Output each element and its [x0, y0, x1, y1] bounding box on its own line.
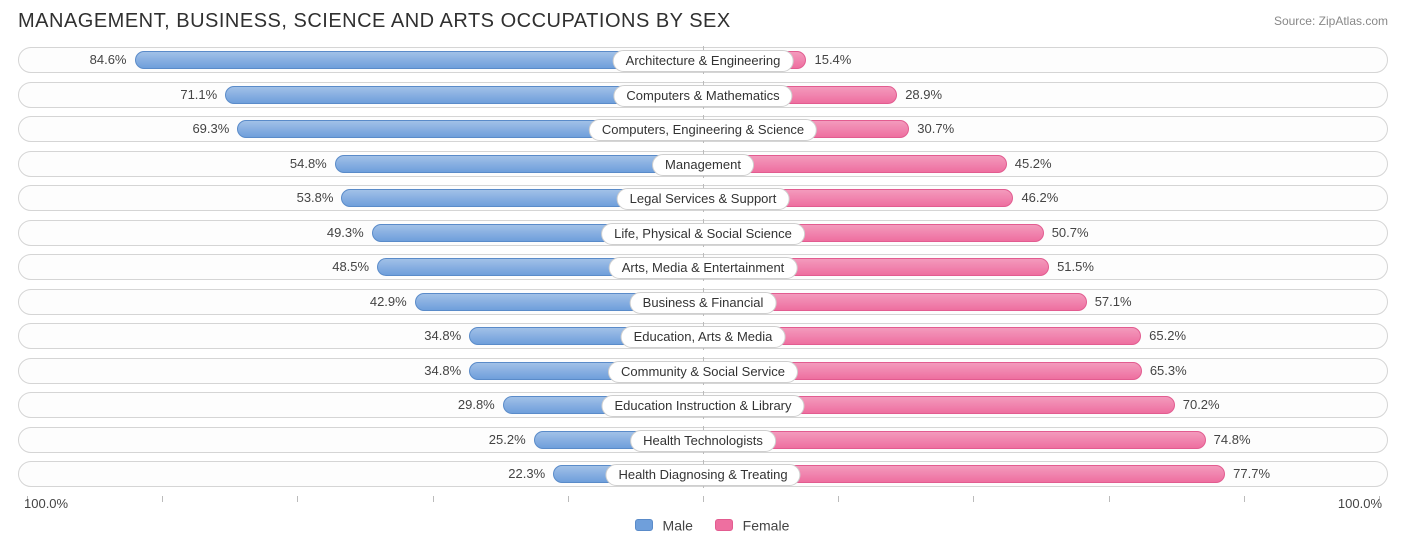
table-row: 84.6% 15.4% Architecture & Engineering [18, 47, 1388, 73]
category-label: Computers & Mathematics [613, 85, 792, 107]
axis-tick [297, 496, 298, 502]
table-row: 54.8% 45.2% Management [18, 151, 1388, 177]
axis-tick [433, 496, 434, 502]
value-female: 70.2% [1183, 396, 1220, 414]
table-row: 25.2% 74.8% Health Technologists [18, 427, 1388, 453]
category-pill: Business & Financial [630, 292, 777, 314]
value-female: 65.2% [1149, 327, 1186, 345]
bar-male [335, 155, 703, 173]
axis-tick [568, 496, 569, 502]
category-label: Community & Social Service [608, 361, 798, 383]
value-male: 84.6% [90, 51, 127, 69]
value-male: 49.3% [327, 224, 364, 242]
axis-left-label: 100.0% [24, 496, 68, 511]
value-male: 22.3% [508, 465, 545, 483]
category-label: Management [652, 154, 754, 176]
category-pill: Legal Services & Support [617, 188, 790, 210]
table-row: 69.3% 30.7% Computers, Engineering & Scien… [18, 116, 1388, 142]
value-male: 53.8% [297, 189, 334, 207]
legend-label-female: Female [743, 517, 790, 533]
legend-swatch-male [635, 519, 653, 531]
category-pill: Computers, Engineering & Science [589, 119, 817, 141]
table-row: 34.8% 65.2% Education, Arts & Media [18, 323, 1388, 349]
axis-tick [1244, 496, 1245, 502]
axis-tick [838, 496, 839, 502]
value-male: 54.8% [290, 155, 327, 173]
category-label: Education, Arts & Media [621, 326, 786, 348]
value-male: 25.2% [489, 431, 526, 449]
value-female: 74.8% [1214, 431, 1251, 449]
value-female: 65.3% [1150, 362, 1187, 380]
chart-title: MANAGEMENT, BUSINESS, SCIENCE AND ARTS O… [18, 10, 731, 33]
category-pill: Computers & Mathematics [613, 85, 792, 107]
axis-tick [703, 496, 704, 502]
rows-container: 84.6% 15.4% Architecture & Engineering 71.1… [18, 47, 1388, 487]
category-label: Health Diagnosing & Treating [605, 464, 800, 486]
value-male: 48.5% [332, 258, 369, 276]
value-female: 30.7% [917, 120, 954, 138]
value-female: 28.9% [905, 86, 942, 104]
axis-tick [1109, 496, 1110, 502]
category-label: Education Instruction & Library [601, 395, 804, 417]
category-label: Computers, Engineering & Science [589, 119, 817, 141]
category-label: Health Technologists [630, 430, 776, 452]
chart-source: Source: ZipAtlas.com [1274, 14, 1388, 28]
value-female: 51.5% [1057, 258, 1094, 276]
table-row: 71.1% 28.9% Computers & Mathematics [18, 82, 1388, 108]
table-row: 34.8% 65.3% Community & Social Service [18, 358, 1388, 384]
category-label: Architecture & Engineering [613, 50, 794, 72]
value-female: 15.4% [814, 51, 851, 69]
value-male: 71.1% [180, 86, 217, 104]
category-pill: Architecture & Engineering [613, 50, 794, 72]
category-pill: Management [652, 154, 754, 176]
value-female: 50.7% [1052, 224, 1089, 242]
category-label: Legal Services & Support [617, 188, 790, 210]
axis-ticks [18, 496, 1388, 502]
value-female: 46.2% [1021, 189, 1058, 207]
category-pill: Education, Arts & Media [621, 326, 786, 348]
axis-tick [973, 496, 974, 502]
axis-tick [162, 496, 163, 502]
value-male: 42.9% [370, 293, 407, 311]
category-pill: Arts, Media & Entertainment [609, 257, 798, 279]
category-pill: Community & Social Service [608, 361, 798, 383]
legend-swatch-female [715, 519, 733, 531]
value-male: 34.8% [424, 362, 461, 380]
table-row: 29.8% 70.2% Education Instruction & Librar… [18, 392, 1388, 418]
value-male: 34.8% [424, 327, 461, 345]
category-pill: Life, Physical & Social Science [601, 223, 805, 245]
value-female: 77.7% [1233, 465, 1270, 483]
legend: Male Female [18, 516, 1388, 533]
value-female: 57.1% [1095, 293, 1132, 311]
axis-right-label: 100.0% [1338, 496, 1382, 511]
x-axis: 100.0% 100.0% [18, 496, 1388, 516]
category-label: Business & Financial [630, 292, 777, 314]
table-row: 22.3% 77.7% Health Diagnosing & Treating [18, 461, 1388, 487]
table-row: 53.8% 46.2% Legal Services & Support [18, 185, 1388, 211]
value-male: 29.8% [458, 396, 495, 414]
value-female: 45.2% [1015, 155, 1052, 173]
table-row: 49.3% 50.7% Life, Physical & Social Scienc… [18, 220, 1388, 246]
bar-female [703, 431, 1206, 449]
category-pill: Education Instruction & Library [601, 395, 804, 417]
category-pill: Health Diagnosing & Treating [605, 464, 800, 486]
legend-label-male: Male [663, 517, 693, 533]
category-pill: Health Technologists [630, 430, 776, 452]
value-male: 69.3% [192, 120, 229, 138]
chart-area: 84.6% 15.4% Architecture & Engineering 71.1… [18, 47, 1388, 533]
table-row: 42.9% 57.1% Business & Financial [18, 289, 1388, 315]
category-label: Arts, Media & Entertainment [609, 257, 798, 279]
table-row: 48.5% 51.5% Arts, Media & Entertainment [18, 254, 1388, 280]
category-label: Life, Physical & Social Science [601, 223, 805, 245]
